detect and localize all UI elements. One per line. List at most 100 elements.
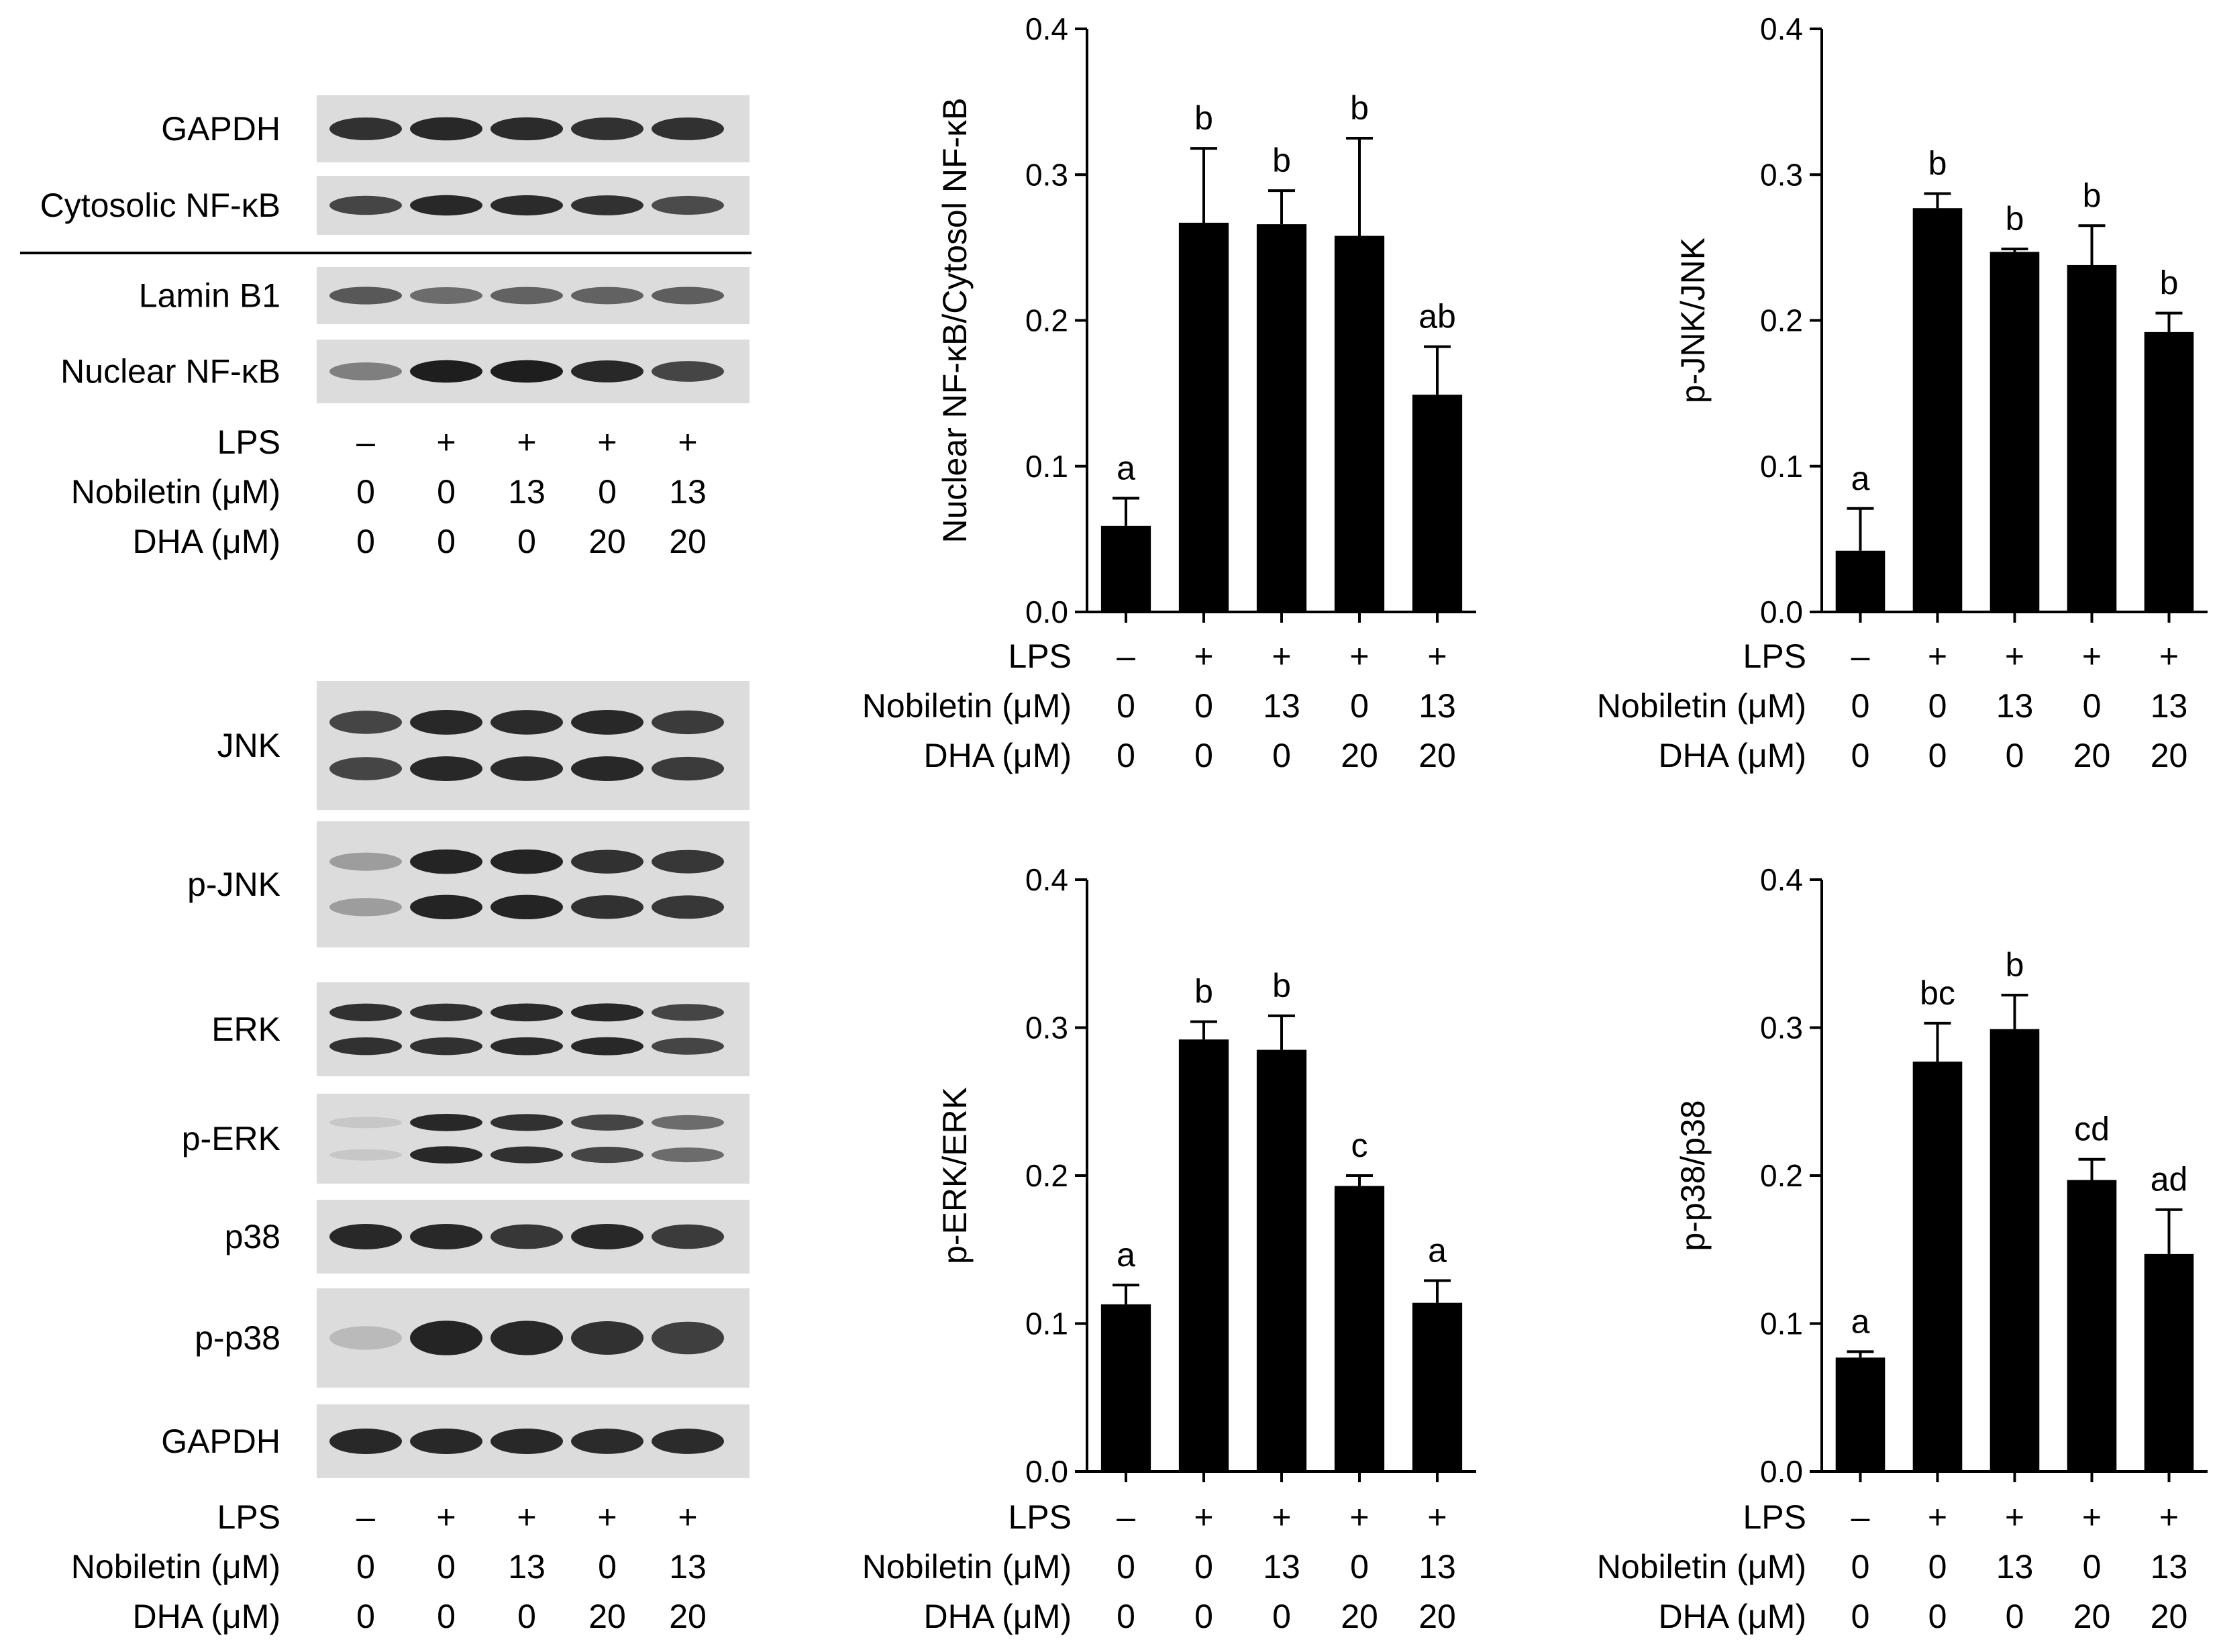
blot-label: GAPDH (161, 110, 280, 148)
y-tick-label: 0.0 (1025, 1454, 1068, 1489)
condition-value: + (517, 1498, 536, 1536)
blot-label: ERK (211, 1011, 280, 1048)
blot-band (329, 1037, 402, 1055)
blot-row-lamin-b1: Lamin B1 (139, 267, 750, 324)
blot-band (329, 195, 402, 215)
blot-band (652, 1037, 724, 1055)
condition-value: 20 (1341, 737, 1378, 774)
condition-value: + (1349, 637, 1369, 675)
blot-band (490, 1146, 563, 1164)
condition-value: + (2005, 637, 2024, 675)
y-tick-label: 0.4 (1760, 11, 1803, 46)
western-blot-bottom-panel: JNK p-JNK ERK p-ERK p38 p-p38 GAPDH (161, 681, 750, 1478)
condition-value: 0 (1272, 1598, 1291, 1635)
bar (1835, 1357, 1886, 1472)
blot-band (410, 117, 482, 141)
condition-label-lps: LPS (1743, 637, 1806, 675)
condition-value: 13 (2151, 687, 2188, 725)
condition-value: 13 (1996, 1548, 2034, 1586)
blot-band (490, 117, 563, 141)
condition-value: 20 (588, 1598, 626, 1635)
significance-letter: b (1350, 89, 1369, 127)
condition-value: 0 (1851, 737, 1870, 774)
blot-band (571, 1321, 643, 1355)
bar-chart-pp38: 0.0 0.1 0.2 0.3 0.4 p-p38/p38 a bc b cd ad LPS – + + + +… (1597, 862, 2208, 1635)
condition-value: 20 (669, 523, 707, 560)
condition-label-dha-m: DHA (μM) (133, 523, 280, 560)
condition-value: 0 (517, 523, 536, 560)
condition-label-nobiletin-m: Nobiletin (μM) (862, 1548, 1072, 1586)
condition-value: 0 (356, 523, 375, 560)
condition-value: + (1349, 1498, 1369, 1536)
blot-band (490, 710, 563, 735)
condition-value: 0 (1851, 687, 1870, 725)
significance-letter: b (2006, 200, 2024, 238)
bar-chart-perk: 0.0 0.1 0.2 0.3 0.4 p-ERK/ERK a b b c a LPS – + + + + Nob… (862, 862, 1476, 1635)
y-tick-label: 0.0 (1760, 1454, 1803, 1489)
condition-value: 0 (598, 473, 617, 511)
condition-value: 13 (2151, 1548, 2188, 1586)
blot-band (652, 895, 724, 919)
blot-row-p38: p38 (225, 1200, 750, 1274)
condition-label-lps: LPS (217, 1498, 280, 1536)
y-tick-label: 0.3 (1025, 157, 1068, 192)
condition-value: 0 (437, 1548, 456, 1586)
conditions-table-chart: LPS – + + + + Nobiletin (μM) 0 0 13 0 13 DHA (μM) 0 0 0… (862, 1498, 1456, 1635)
blot-band (329, 898, 402, 917)
blot-band (329, 757, 402, 780)
blot-strip (317, 1094, 750, 1184)
condition-value: + (436, 1498, 456, 1536)
condition-value: 20 (2073, 737, 2111, 774)
condition-value: 20 (1341, 1598, 1378, 1635)
y-tick-label: 0.2 (1025, 1158, 1068, 1193)
bar (1178, 1039, 1229, 1472)
bar (2067, 264, 2117, 612)
condition-value: 0 (1194, 1598, 1213, 1635)
blot-band (329, 1223, 402, 1250)
condition-value: + (1928, 637, 1947, 675)
bar (1912, 208, 1963, 612)
blot-band (410, 849, 482, 874)
blot-band (490, 1224, 563, 1249)
condition-value: 0 (356, 1598, 375, 1635)
blot-band (490, 195, 563, 216)
condition-value: 13 (669, 473, 707, 511)
blot-band (490, 1114, 563, 1131)
blot-band (652, 1147, 724, 1163)
blot-label: Cytosolic NF-κB (40, 187, 280, 224)
blot-band (490, 1037, 563, 1055)
condition-value: 0 (1928, 1598, 1947, 1635)
bar (2067, 1180, 2117, 1472)
blot-band (329, 1428, 402, 1455)
blot-band (571, 195, 643, 215)
bar (1100, 525, 1151, 612)
condition-value: 20 (2151, 737, 2188, 774)
blot-band (571, 1114, 643, 1131)
blot-band (329, 711, 402, 734)
blot-row-gapdh: GAPDH (161, 95, 750, 162)
condition-value: – (356, 423, 375, 461)
bar (1990, 252, 2040, 613)
y-axis-label: p-ERK/ERK (936, 1087, 974, 1264)
condition-value: + (1194, 1498, 1213, 1536)
blot-band (410, 1037, 482, 1055)
condition-value: 0 (1350, 1548, 1369, 1586)
bar (1412, 395, 1463, 612)
blot-band (571, 1037, 643, 1055)
condition-value: 20 (2151, 1598, 2188, 1635)
condition-label-nobiletin-m: Nobiletin (μM) (862, 687, 1072, 725)
blot-band (571, 1147, 643, 1164)
blot-row-p-jnk: p-JNK (187, 821, 750, 947)
condition-value: + (436, 423, 456, 461)
blot-band (410, 287, 482, 305)
blot-row-gapdh: GAPDH (161, 1404, 750, 1478)
blot-row-cytosolic-nf-b: Cytosolic NF-κB (40, 176, 750, 235)
blot-band (329, 1149, 402, 1161)
significance-letter: ab (1418, 298, 1456, 335)
condition-value: 0 (1928, 1548, 1947, 1586)
condition-value: + (678, 423, 697, 461)
blot-band (410, 1146, 482, 1164)
blot-band (410, 1223, 482, 1250)
y-tick-label: 0.3 (1025, 1011, 1068, 1045)
